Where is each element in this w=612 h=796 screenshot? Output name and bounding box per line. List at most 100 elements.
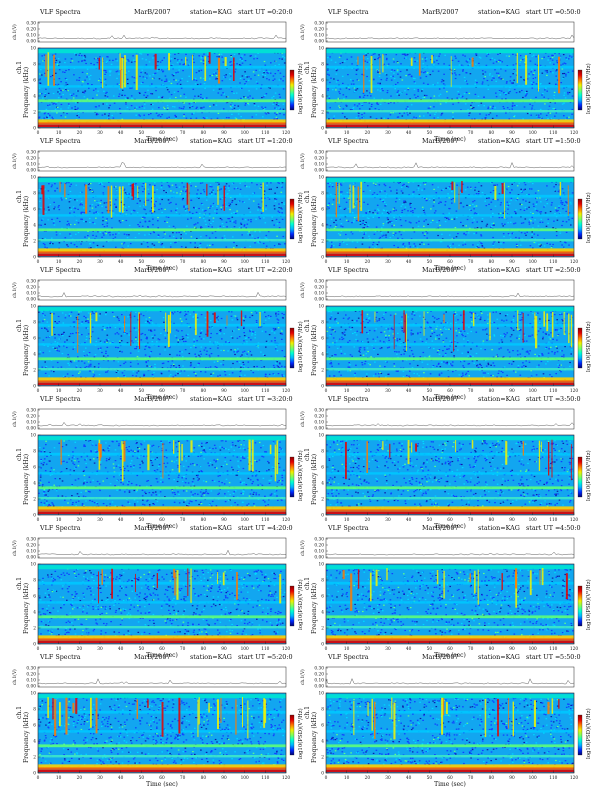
spectrogram-cell [468, 115, 470, 116]
frequency-tick-label: 8 [33, 192, 36, 197]
spectrogram-cell [282, 219, 284, 220]
transient-streak [133, 183, 134, 200]
spectrogram-cell [70, 199, 72, 200]
spectrogram-cell [281, 313, 283, 314]
spectrogram-cell [204, 350, 206, 351]
waveform-tick-label: 0.00 [26, 40, 36, 45]
spectrogram-cell [339, 245, 341, 246]
spectrogram-cell [389, 221, 391, 222]
spectrogram-cell [177, 373, 179, 374]
spectrogram-cell [245, 105, 247, 106]
spectrogram-cell [57, 188, 59, 189]
spectrogram-cell [228, 187, 230, 188]
spectrogram-cell [102, 184, 104, 185]
spectrogram-cell [178, 232, 180, 233]
spectrogram-cell [492, 106, 494, 107]
spectrogram-cell [420, 184, 422, 185]
spectrogram-cell [501, 61, 503, 62]
spectrogram-cell [384, 202, 386, 203]
spectrogram-cell [543, 97, 545, 98]
spectrogram-cell [453, 238, 455, 239]
spectrogram-cell [394, 207, 396, 208]
spectrogram-cell [268, 315, 270, 316]
spectrogram-cell [240, 367, 242, 368]
spectrogram-cell [209, 106, 211, 107]
spectrogram-cell [67, 246, 69, 247]
spectrogram-cell [88, 184, 90, 185]
spectrogram-cell [105, 207, 107, 208]
spectrogram-cell [88, 76, 90, 77]
spectrogram-cell [217, 361, 219, 362]
spectrogram-cell [231, 107, 233, 108]
spectrogram-cell [265, 374, 267, 375]
spectrogram-cell [109, 75, 111, 76]
spectrogram-cell [44, 319, 46, 320]
spectrogram-cell [205, 347, 207, 348]
spectrogram-cell [221, 198, 223, 199]
panel-station: station=KAG [478, 137, 520, 145]
spectrogram-cell [565, 201, 567, 202]
panel-start-prefix: start UT = [238, 8, 272, 16]
spectrogram-cell [240, 78, 242, 79]
spectrogram-cell [183, 108, 185, 109]
spectrogram-cell [333, 245, 335, 246]
spectrogram-cell [414, 82, 416, 83]
spectrogram-cell [175, 72, 177, 73]
spectrogram-cell [154, 330, 156, 331]
spectrogram-cell [335, 226, 337, 227]
spectrogram-cell [212, 244, 214, 245]
spectrogram-cell [381, 190, 383, 191]
spectrogram-cell [492, 58, 494, 59]
spectrogram-cell [246, 76, 248, 77]
spectrogram-cell [440, 103, 442, 104]
spectrogram-cell [147, 246, 149, 247]
spectrogram-cell [232, 220, 234, 221]
spectrogram-cell [535, 208, 537, 209]
spectrogram-cell [161, 373, 163, 374]
spectrogram-cell [69, 105, 71, 106]
spectrogram-cell [391, 222, 393, 223]
spectrogram-cell [530, 115, 532, 116]
spectrogram-cell [327, 70, 329, 71]
spectrogram-cell [364, 113, 366, 114]
transient-streak [187, 183, 189, 205]
spectrogram-cell [121, 340, 123, 341]
spectrogram-cell [92, 235, 94, 236]
spectrogram-cell [134, 210, 136, 211]
spectrogram-cell [460, 222, 462, 223]
panel-title: VLF Spectra [39, 266, 81, 274]
spectrogram-cell [274, 330, 276, 331]
spectrogram-cell [131, 62, 133, 63]
spectrogram-cell [498, 60, 500, 61]
waveform-tick-label: 0.30 [314, 151, 324, 156]
spectrogram-cell [452, 104, 454, 105]
spectrogram-cell [157, 70, 159, 71]
spectrogram-cell [102, 217, 104, 218]
spectrogram-cell [162, 60, 164, 61]
time-tick-label: 0 [37, 389, 40, 394]
spectrogram-cell [182, 198, 184, 199]
spectrogram-cell [78, 55, 80, 56]
spectrogram-cell [424, 212, 426, 213]
spectrogram-cell [240, 356, 242, 357]
spectrogram-cell [209, 186, 211, 187]
spectrogram-cell [369, 247, 371, 248]
spectrogram-cell [481, 221, 483, 222]
spectrogram-cell [74, 347, 76, 348]
spectrogram-cell [492, 77, 494, 78]
spectrogram-cell [456, 185, 458, 186]
spectrogram-cell [533, 82, 535, 83]
spectrogram-cell [93, 212, 95, 213]
spectrogram-cell [391, 225, 393, 226]
spectrogram-cell [482, 70, 484, 71]
spectrogram-cell [173, 75, 175, 76]
spectrogram-cell [238, 53, 240, 54]
spectrogram-cell [393, 73, 395, 74]
emission-band [38, 66, 286, 69]
spectrogram-cell [41, 220, 43, 221]
spectrogram-cell [540, 219, 542, 220]
transient-streak [262, 183, 264, 212]
spectrogram-cell [387, 90, 389, 91]
spectrogram-cell [387, 222, 389, 223]
spectrogram-cell [246, 186, 248, 187]
